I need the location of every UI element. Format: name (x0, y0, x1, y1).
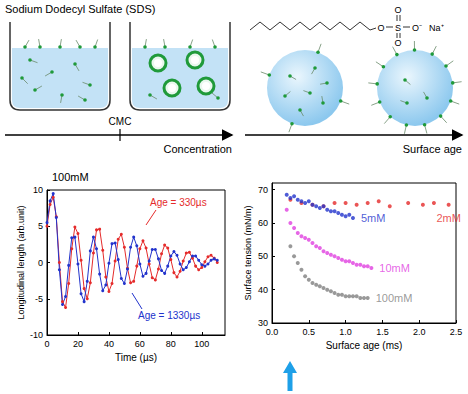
svg-text:100mM: 100mM (52, 171, 89, 183)
svg-text:40: 40 (258, 285, 268, 295)
svg-text:-5: -5 (35, 294, 43, 304)
svg-text:O: O (394, 5, 401, 15)
svg-text:80: 80 (166, 339, 176, 349)
svg-text:20: 20 (73, 339, 83, 349)
svg-text:2.5: 2.5 (450, 327, 463, 337)
svg-text:0: 0 (44, 339, 49, 349)
svg-text:100: 100 (194, 339, 209, 349)
svg-text:Age = 330µs: Age = 330µs (150, 197, 207, 208)
svg-text:30: 30 (258, 318, 268, 328)
svg-text:Age = 1330µs: Age = 1330µs (138, 310, 200, 321)
svg-text:2mM: 2mM (436, 212, 460, 224)
svg-text:100mM: 100mM (376, 292, 413, 304)
svg-text:10: 10 (33, 185, 43, 195)
svg-text:Surface tension (mN/m): Surface tension (mN/m) (243, 205, 253, 300)
svg-text:0.5: 0.5 (303, 327, 316, 337)
svg-text:0: 0 (38, 258, 43, 268)
svg-text:60: 60 (135, 339, 145, 349)
svg-text:70: 70 (258, 185, 268, 195)
svg-text:O: O (394, 38, 401, 48)
svg-text:1.0: 1.0 (339, 327, 352, 337)
svg-text:10mM: 10mM (379, 262, 410, 274)
svg-text:2.0: 2.0 (413, 327, 426, 337)
svg-text:Longitudinal length (arb.unit): Longitudinal length (arb.unit) (16, 205, 26, 319)
svg-text:Surface age: Surface age (403, 143, 462, 155)
svg-text:Sodium Dodecyl Sulfate (SDS): Sodium Dodecyl Sulfate (SDS) (5, 3, 155, 15)
svg-text:5mM: 5mM (361, 212, 385, 224)
svg-text:40: 40 (104, 339, 114, 349)
svg-text:O⁻: O⁻ (412, 23, 422, 33)
svg-text:Surface age (ms): Surface age (ms) (326, 340, 403, 351)
svg-text:60: 60 (258, 218, 268, 228)
svg-text:Na⁺: Na⁺ (429, 23, 444, 33)
svg-text:1.5: 1.5 (376, 327, 389, 337)
svg-text:0.0: 0.0 (266, 327, 279, 337)
svg-text:O: O (377, 23, 384, 33)
svg-text:5: 5 (38, 221, 43, 231)
svg-text:Time (µs): Time (µs) (115, 352, 157, 363)
svg-text:Concentration: Concentration (164, 143, 233, 155)
svg-text:50: 50 (258, 251, 268, 261)
svg-text:CMC: CMC (109, 116, 132, 127)
svg-text:S: S (395, 23, 401, 33)
svg-text:-10: -10 (30, 330, 43, 340)
